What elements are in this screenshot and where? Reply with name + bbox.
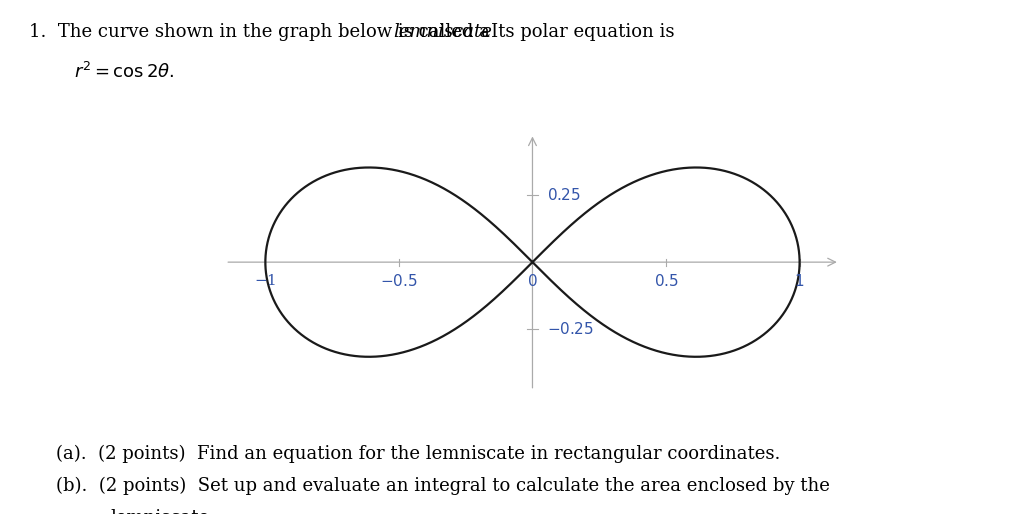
Text: $1$: $1$ — [795, 273, 805, 289]
Text: (b).  (2 points)  Set up and evaluate an integral to calculate the area enclosed: (b). (2 points) Set up and evaluate an i… — [56, 477, 830, 495]
Text: $r^2 = \cos 2\theta.$: $r^2 = \cos 2\theta.$ — [74, 62, 174, 82]
Text: $-0.25$: $-0.25$ — [547, 321, 594, 337]
Text: $0$: $0$ — [527, 273, 538, 289]
Text: 1.  The curve shown in the graph below is called a: 1. The curve shown in the graph below is… — [29, 23, 496, 41]
Text: $-$1: $-$1 — [254, 273, 276, 288]
Text: $0.5$: $0.5$ — [653, 273, 679, 289]
Text: .   Its polar equation is: . Its polar equation is — [468, 23, 675, 41]
Text: lemniscate.: lemniscate. — [111, 509, 216, 514]
Text: lemniscate: lemniscate — [393, 23, 493, 41]
Text: $0.25$: $0.25$ — [547, 187, 581, 203]
Text: $-0.5$: $-0.5$ — [380, 273, 418, 289]
Text: (a).  (2 points)  Find an equation for the lemniscate in rectangular coordinates: (a). (2 points) Find an equation for the… — [56, 445, 780, 463]
